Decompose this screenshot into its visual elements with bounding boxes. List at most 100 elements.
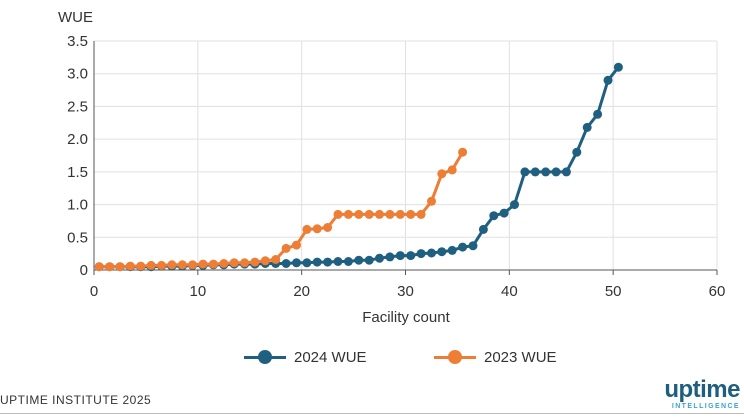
x-tick-label: 30 bbox=[397, 283, 414, 300]
series-line-2024-wue bbox=[99, 66, 620, 269]
y-tick-label: 0.5 bbox=[67, 229, 88, 246]
data-point-2024-wue bbox=[281, 259, 291, 268]
data-point-2024-wue bbox=[343, 257, 353, 266]
data-point-2023-wue bbox=[292, 240, 301, 250]
data-point-2023-wue bbox=[271, 255, 281, 264]
y-tick-label: 1.5 bbox=[67, 164, 88, 181]
y-tick-label: 2.5 bbox=[67, 98, 88, 115]
legend-label-2024: 2024 WUE bbox=[294, 348, 367, 366]
data-point-2024-wue bbox=[530, 167, 540, 177]
legend-marker-2023 bbox=[448, 350, 462, 364]
data-point-2023-wue bbox=[240, 258, 250, 268]
y-tick-label: 0 bbox=[80, 262, 88, 279]
data-point-2023-wue bbox=[281, 243, 291, 253]
uptime-intelligence-logo: uptime INTELLIGENCE bbox=[644, 378, 740, 414]
data-point-2023-wue bbox=[260, 256, 270, 266]
y-axis-title: WUE bbox=[58, 9, 93, 26]
data-point-2023-wue bbox=[343, 209, 353, 219]
data-point-2023-wue bbox=[250, 257, 260, 267]
data-point-2023-wue bbox=[447, 165, 457, 175]
y-tick-label: 2.0 bbox=[67, 131, 88, 148]
source-credit: UPTIME INSTITUTE 2025 bbox=[0, 393, 152, 407]
data-point-2024-wue bbox=[541, 167, 551, 177]
data-point-2023-wue bbox=[146, 260, 156, 270]
x-tick-label: 60 bbox=[709, 283, 726, 300]
y-tick-labels: 0 0.5 1.0 1.5 2.0 2.5 3.0 3.5 bbox=[67, 33, 88, 279]
x-tick-label: 20 bbox=[293, 283, 310, 300]
data-point-2023-wue bbox=[167, 260, 177, 270]
data-point-2024-wue bbox=[510, 200, 519, 210]
legend-swatch-2024 bbox=[244, 350, 286, 364]
data-point-2024-wue bbox=[520, 167, 530, 177]
data-point-2023-wue bbox=[302, 224, 312, 234]
data-point-2023-wue bbox=[229, 258, 239, 268]
data-point-2023-wue bbox=[375, 209, 384, 219]
data-point-2023-wue bbox=[385, 209, 395, 219]
data-point-2024-wue bbox=[416, 249, 426, 259]
x-tick-label: 0 bbox=[90, 283, 98, 300]
data-point-2023-wue bbox=[333, 209, 343, 219]
data-point-2024-wue bbox=[489, 211, 499, 221]
data-point-2024-wue bbox=[478, 224, 488, 234]
chart-legend: 2024 WUE 2023 WUE bbox=[0, 340, 744, 374]
series-2023-wue bbox=[94, 147, 468, 272]
data-point-2024-wue bbox=[395, 251, 405, 261]
wue-line-chart: WUE 0 0.5 1.0 1.5 2.0 2.5 3.0 3.5 0 10 20 30 40 50 60… bbox=[58, 9, 726, 326]
data-point-2024-wue bbox=[447, 245, 457, 255]
data-point-2023-wue bbox=[364, 209, 374, 219]
data-point-2024-wue bbox=[582, 122, 592, 132]
series-2024-wue bbox=[94, 62, 623, 272]
data-point-2024-wue bbox=[561, 167, 571, 177]
data-point-2024-wue bbox=[468, 241, 478, 251]
axes bbox=[93, 41, 718, 275]
data-point-2023-wue bbox=[125, 261, 135, 271]
y-tick-label: 3.5 bbox=[67, 33, 88, 50]
data-point-2023-wue bbox=[427, 196, 436, 206]
series-line-2023-wue bbox=[99, 151, 464, 269]
y-tick-label: 3.0 bbox=[67, 66, 88, 83]
data-point-2023-wue bbox=[395, 209, 405, 219]
footer-divider bbox=[0, 413, 744, 414]
data-point-2023-wue bbox=[416, 209, 426, 219]
data-point-2023-wue bbox=[157, 260, 166, 270]
data-point-2023-wue bbox=[208, 259, 218, 269]
data-point-2023-wue bbox=[437, 169, 447, 179]
data-point-2024-wue bbox=[603, 75, 613, 85]
x-tick-label: 50 bbox=[605, 283, 622, 300]
data-point-2024-wue bbox=[458, 242, 468, 252]
data-point-2024-wue bbox=[613, 62, 623, 72]
data-point-2023-wue bbox=[94, 262, 104, 272]
data-point-2023-wue bbox=[105, 262, 115, 272]
data-point-2024-wue bbox=[551, 167, 561, 177]
legend-marker-2024 bbox=[258, 350, 272, 364]
data-point-2023-wue bbox=[312, 224, 322, 234]
data-point-2024-wue bbox=[385, 252, 395, 262]
x-tick-labels: 0 10 20 30 40 50 60 bbox=[90, 283, 726, 300]
data-point-2023-wue bbox=[323, 223, 333, 232]
legend-swatch-2023 bbox=[434, 350, 476, 364]
grid-lines bbox=[94, 40, 718, 270]
x-tick-label: 40 bbox=[501, 283, 518, 300]
legend-label-2023: 2023 WUE bbox=[484, 348, 557, 366]
data-point-2023-wue bbox=[198, 259, 208, 269]
data-point-2024-wue bbox=[312, 257, 322, 267]
data-point-2023-wue bbox=[458, 147, 468, 157]
data-point-2024-wue bbox=[292, 258, 301, 268]
legend-item-2023: 2023 WUE bbox=[434, 340, 557, 374]
data-point-2023-wue bbox=[136, 261, 146, 271]
logo-subtitle: INTELLIGENCE bbox=[671, 403, 740, 410]
data-point-2023-wue bbox=[188, 260, 198, 270]
data-point-2024-wue bbox=[364, 255, 374, 265]
data-point-2023-wue bbox=[406, 209, 416, 219]
data-point-2024-wue bbox=[437, 247, 447, 257]
y-tick-label: 1.0 bbox=[67, 197, 88, 214]
data-point-2024-wue bbox=[499, 208, 509, 218]
data-point-2024-wue bbox=[302, 258, 312, 268]
data-series bbox=[94, 62, 623, 272]
legend-item-2024: 2024 WUE bbox=[244, 340, 367, 374]
data-point-2024-wue bbox=[323, 257, 333, 267]
x-axis-title: Facility count bbox=[362, 309, 450, 326]
data-point-2023-wue bbox=[219, 259, 229, 268]
data-point-2024-wue bbox=[593, 109, 603, 119]
data-point-2023-wue bbox=[177, 260, 187, 270]
